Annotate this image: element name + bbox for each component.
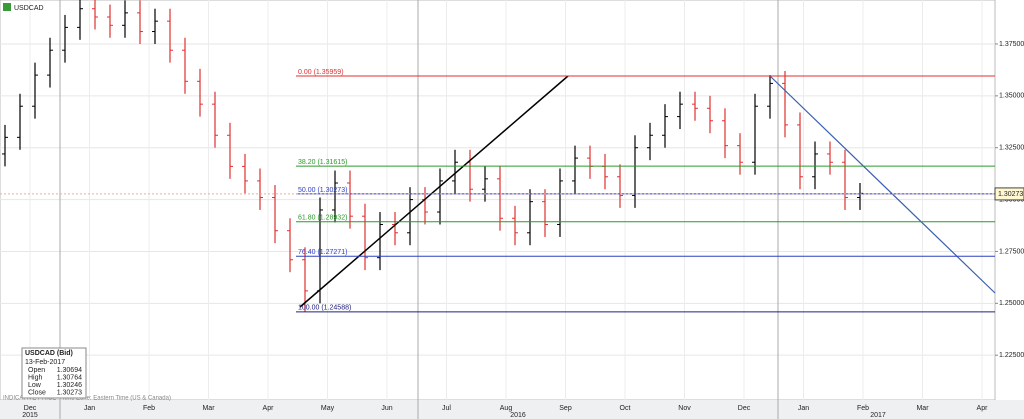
info-box [21,347,87,399]
info-key: High [28,374,43,381]
x-tick-label: Mar [202,405,215,412]
last-price: 1.30273 [998,191,1023,198]
y-tick-label: 1.32500 [999,145,1024,152]
x-tick-label: Jun [381,405,392,412]
info-key: Open [28,367,45,374]
info-value: 1.30764 [57,374,82,381]
fib-label: 38.20 (1.31615) [298,159,347,166]
info-value: 1.30246 [57,382,82,389]
x-tick-label: Nov [678,405,691,412]
x-tick-label: Feb [143,405,155,412]
year-label: 2017 [870,412,886,419]
symbol-icon[interactable] [3,3,11,11]
fib-label: 0.00 (1.35959) [298,69,344,76]
x-tick-label: Apr [263,405,275,412]
fib-label: 61.80 (1.28932) [298,215,347,222]
year-label: 2016 [510,412,526,419]
info-key: Close [28,389,46,396]
y-tick-label: 1.37500 [999,41,1024,48]
x-tick-label: Jan [84,405,95,412]
trend-line [299,75,569,308]
x-tick-label: Jul [442,405,451,412]
year-label: 2015 [22,412,38,419]
info-date: 13-Feb-2017 [25,359,65,366]
x-tick-label: Feb [857,405,869,412]
x-tick-label: Jan [798,405,809,412]
last-price-box [994,187,1024,201]
fib-label: 76.40 (1.27271) [298,249,347,256]
y-tick-label: 1.27500 [999,248,1024,255]
y-tick-label: 1.35000 [999,93,1024,100]
symbol: USDCAD [14,5,44,12]
info-value: 1.30694 [57,367,82,374]
x-tick-label: Oct [620,405,631,412]
fib-label: 100.00 (1.24588) [298,305,351,312]
x-tick-label: Apr [977,405,989,412]
x-tick-label: Aug [500,405,513,412]
x-tick-label: Dec [738,405,751,412]
info-key: Low [28,382,42,389]
trend-line [769,75,996,294]
x-axis-band [0,400,1024,419]
x-tick-label: Mar [916,405,929,412]
fib-label: 50.00 (1.30273) [298,187,347,194]
x-tick-label: Sep [559,405,572,412]
y-tick-label: 1.25000 [999,300,1024,307]
info-value: 1.30273 [57,389,82,396]
info-title: USDCAD (Bid) [25,350,73,357]
x-tick-label: Dec [24,405,37,412]
y-tick-label: 1.22500 [999,352,1024,359]
footer: INDICATIVE PRICE - Time Zone: Eastern Ti… [3,396,171,402]
x-tick-label: May [321,405,335,412]
